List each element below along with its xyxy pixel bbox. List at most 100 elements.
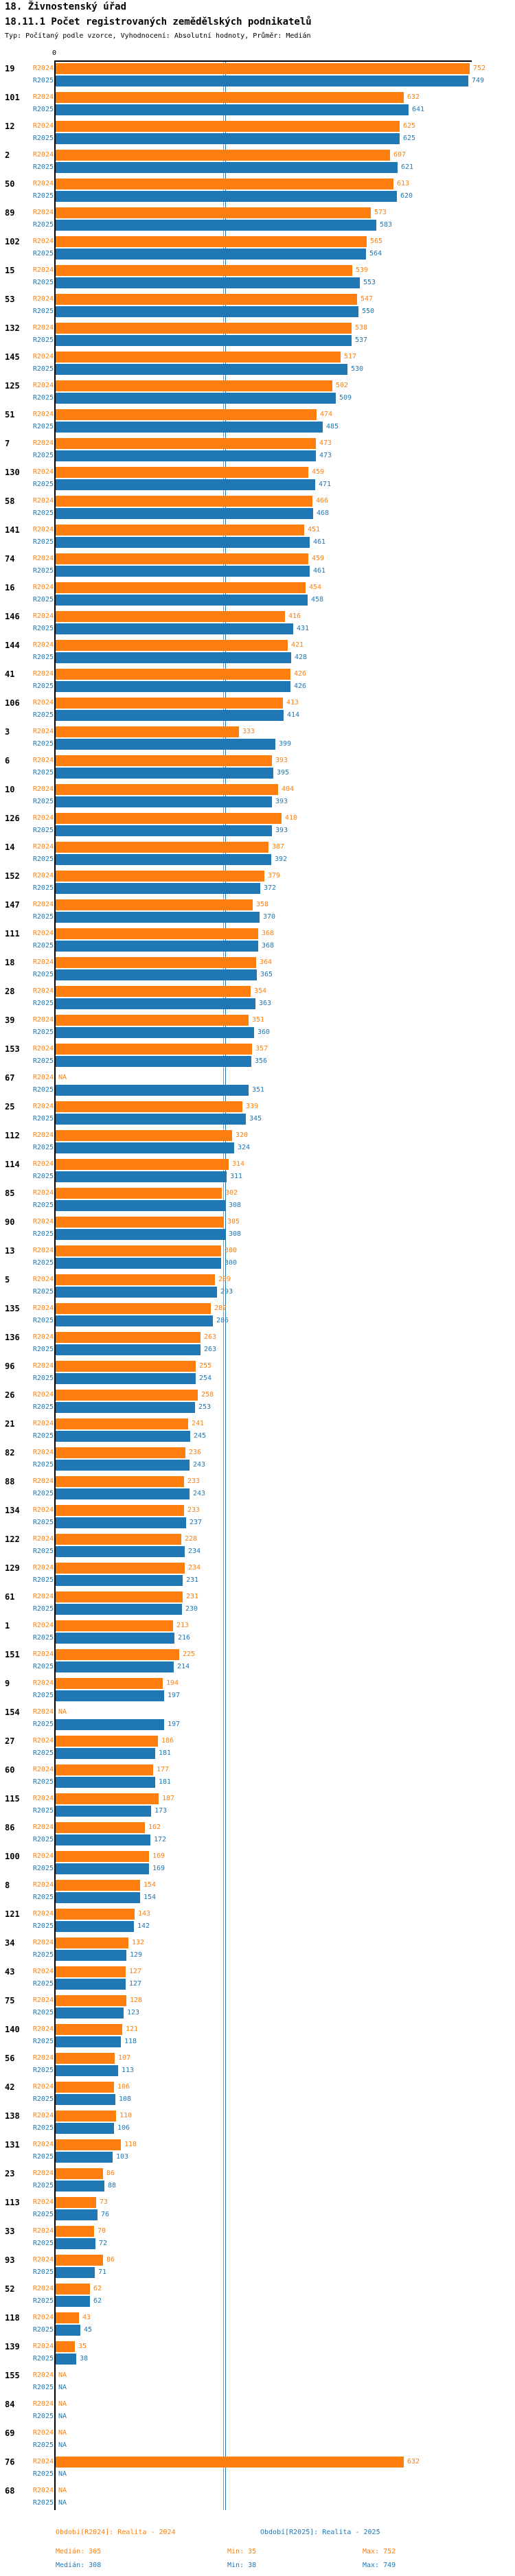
chart-row: 33 R2024 70 R2025 72 [0, 2224, 515, 2253]
row-category-label: 132 [5, 323, 20, 333]
series-label-r2025: R2025 [32, 423, 54, 430]
chart-row: 43 R2024 127 R2025 127 [0, 1965, 515, 1994]
bar-r2025 [56, 1344, 201, 1355]
bar-r2024 [56, 2457, 404, 2468]
bar-r2024 [56, 640, 288, 651]
series-label-r2025: R2025 [32, 1778, 54, 1786]
x-axis-zero-tick: 0 [52, 49, 57, 57]
bar-r2025 [56, 854, 271, 865]
bar-r2024 [56, 2255, 103, 2266]
row-category-label: 154 [5, 1707, 20, 1717]
value-label-r2025: 458 [311, 596, 324, 603]
row-category-label: 41 [5, 669, 15, 679]
value-label-r2025: 530 [351, 365, 364, 373]
value-label-r2024: 565 [370, 238, 383, 245]
bar-r2025 [56, 2209, 98, 2220]
value-label-r2024: 169 [152, 1852, 165, 1860]
bar-r2024 [56, 1245, 221, 1256]
na-label-r2024: NA [58, 2429, 67, 2437]
bar-r2025 [56, 2152, 113, 2163]
value-label-r2024: 454 [309, 584, 322, 591]
bar-r2024 [56, 1909, 135, 1920]
series-label-r2025: R2025 [32, 2413, 54, 2420]
value-label-r2024: 187 [162, 1795, 175, 1802]
row-category-label: 144 [5, 641, 20, 650]
chart-row: 10 R2024 404 R2025 393 [0, 783, 515, 812]
value-label-r2024: 379 [268, 872, 281, 879]
bar-r2025 [56, 249, 366, 260]
row-category-label: 76 [5, 2457, 15, 2467]
bar-r2025 [56, 277, 360, 288]
chart-row: 21 R2024 241 R2025 245 [0, 1417, 515, 1446]
series-label-r2025: R2025 [32, 2441, 54, 2449]
chart-row: 121 R2024 143 R2025 142 [0, 1907, 515, 1936]
series-label-r2025: R2025 [32, 1461, 54, 1469]
chart-row: 111 R2024 368 R2025 368 [0, 927, 515, 956]
value-label-r2025: 564 [369, 250, 382, 257]
series-label-r2025: R2025 [32, 654, 54, 661]
row-category-label: 28 [5, 987, 15, 996]
bar-r2025 [56, 652, 291, 663]
series-label-r2025: R2025 [32, 163, 54, 171]
row-category-label: 7 [5, 439, 10, 448]
series-label-r2024: R2024 [32, 151, 54, 159]
bar-r2024 [56, 1563, 185, 1574]
series-label-r2025: R2025 [32, 1317, 54, 1324]
chart-row: 100 R2024 169 R2025 169 [0, 1850, 515, 1878]
chart-row: 50 R2024 613 R2025 620 [0, 177, 515, 206]
value-label-r2024: 35 [78, 2343, 87, 2350]
value-label-r2024: 241 [192, 1420, 205, 1427]
row-category-label: 125 [5, 381, 20, 391]
bar-r2024 [56, 323, 352, 334]
row-category-label: 58 [5, 496, 15, 506]
chart-row: 8 R2024 154 R2025 154 [0, 1878, 515, 1907]
row-category-label: 151 [5, 1650, 20, 1659]
series-label-r2025: R2025 [32, 2470, 54, 2478]
bar-r2024 [56, 928, 258, 939]
series-label-r2025: R2025 [32, 1115, 54, 1123]
value-label-r2025: 471 [319, 481, 332, 488]
bar-r2025 [56, 681, 290, 692]
bar-r2024 [56, 899, 253, 910]
row-category-label: 126 [5, 814, 20, 823]
chart-row: 69 R2024 NA R2025 NA [0, 2426, 515, 2455]
series-label-r2025: R2025 [32, 2268, 54, 2276]
value-label-r2024: 233 [187, 1506, 201, 1514]
value-label-r2024: 128 [130, 1997, 143, 2004]
series-label-r2025: R2025 [32, 2153, 54, 2161]
chart-row: 154 R2024 NA R2025 197 [0, 1705, 515, 1734]
bar-r2024 [56, 121, 400, 132]
value-label-r2024: 357 [255, 1045, 268, 1053]
bar-r2025 [56, 969, 257, 980]
series-label-r2024: R2024 [32, 785, 54, 793]
series-label-r2025: R2025 [32, 798, 54, 805]
value-label-r2024: 607 [393, 151, 407, 159]
series-label-r2024: R2024 [32, 439, 54, 447]
value-label-r2025: 553 [363, 279, 376, 286]
value-label-r2024: 234 [188, 1564, 201, 1572]
series-label-r2024: R2024 [32, 2025, 54, 2033]
value-label-r2024: 194 [166, 1679, 179, 1687]
bar-r2025 [56, 883, 260, 894]
series-label-r2025: R2025 [32, 77, 54, 84]
bar-r2025 [56, 768, 273, 779]
series-label-r2024: R2024 [32, 1074, 54, 1081]
value-label-r2024: 354 [254, 987, 267, 995]
series-label-r2025: R2025 [32, 971, 54, 978]
value-label-r2025: 509 [339, 394, 352, 402]
chart-row: 152 R2024 379 R2025 372 [0, 869, 515, 898]
row-category-label: 12 [5, 122, 15, 131]
chart-row: 67 R2024 NA R2025 351 [0, 1071, 515, 1100]
bar-r2024 [56, 957, 256, 968]
series-label-r2024: R2024 [32, 1189, 54, 1197]
value-label-r2024: 320 [236, 1131, 249, 1139]
series-label-r2025: R2025 [32, 1922, 54, 1930]
bar-r2024 [56, 1044, 252, 1055]
series-label-r2024: R2024 [32, 1016, 54, 1024]
na-label-r2025: NA [58, 2499, 67, 2507]
value-label-r2025: 172 [154, 1836, 167, 1843]
value-label-r2024: 263 [204, 1333, 217, 1341]
value-label-r2024: 752 [473, 65, 486, 72]
series-label-r2024: R2024 [32, 1535, 54, 1543]
row-category-label: 16 [5, 583, 15, 593]
